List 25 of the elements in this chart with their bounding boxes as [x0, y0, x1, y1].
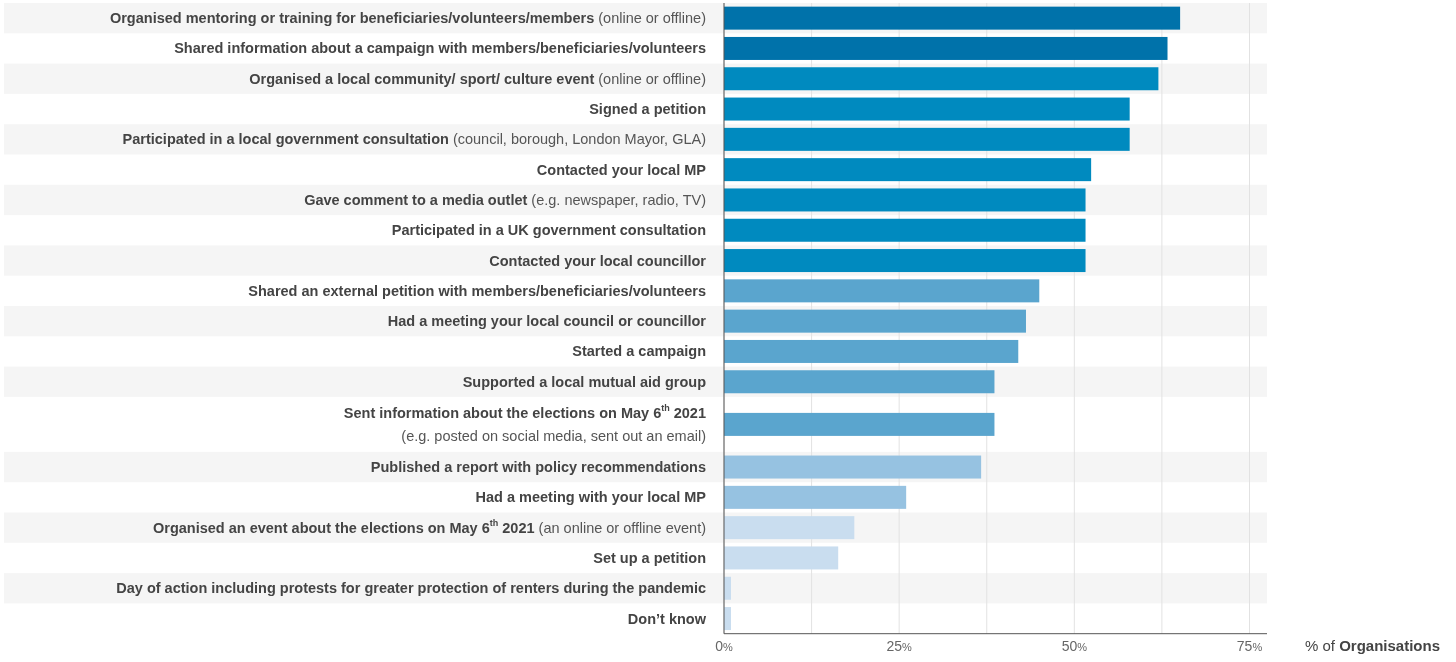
y-tick-label: Sent information about the elections on May 6$^{th}$ 2021 (e.g. posted on social media, sent out an email): [343, 403, 706, 444]
y-tick-label: Shared an external petition with members/beneficiaries/volunteers: [248, 282, 706, 299]
y-tick-label: Organised mentoring or training for beneficiaries/volunteers/members (online or offline): [109, 10, 706, 27]
y-tick-label: Published a report with policy recommendations: [370, 459, 706, 476]
y-tick-label: Day of action including protests for greater protection of renters during the pandemic: [116, 580, 706, 597]
y-tick-label: Organised an event about the elections on May 6$^{th}$ 2021 (an online or offline event): [152, 517, 706, 536]
y-tick-label: Set up a petition: [593, 549, 706, 566]
x-tick-label: 25%: [886, 637, 913, 654]
y-tick-label: Organised a local community/ sport/ culture event (online or offline): [249, 70, 706, 87]
y-tick-label: Shared information about a campaign with members/beneficiaries/volunteers: [174, 40, 706, 57]
y-tick-label: Participated in a UK government consultation: [391, 222, 706, 239]
x-axis-title: % of Organisations: [1304, 636, 1440, 654]
y-tick-label: Don’t know: [627, 610, 707, 627]
y-tick-label: Contacted your local MP: [536, 161, 707, 178]
x-tick-label: 50%: [1061, 637, 1088, 654]
y-tick-label: Supported a local mutual aid group: [462, 373, 707, 390]
y-tick-label: Contacted your local councillor: [489, 252, 707, 269]
x-tick-label: 0%: [715, 637, 734, 654]
y-tick-label: Had a meeting with your local MP: [475, 489, 707, 506]
y-tick-label: Had a meeting your local council or councillor: [387, 313, 707, 330]
y-tick-label: Participated in a local government consultation (council, borough, London Mayor, GLA): [122, 131, 706, 148]
y-tick-label: Started a campaign: [572, 343, 706, 360]
y-tick-label: Signed a petition: [589, 101, 706, 118]
y-tick-label: Gave comment to a media outlet (e.g. newspaper, radio, TV): [304, 191, 706, 208]
x-tick-label: 75%: [1236, 637, 1263, 654]
